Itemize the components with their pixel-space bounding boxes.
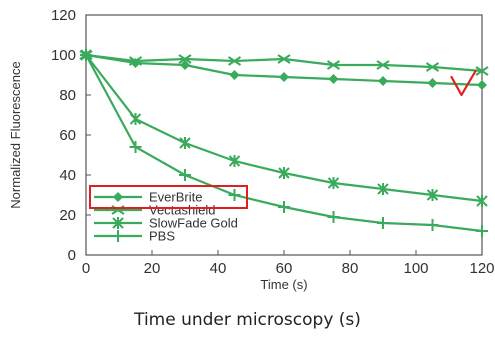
data-point <box>425 62 440 72</box>
y-tick-label: 120 <box>51 7 76 24</box>
data-point <box>378 76 388 86</box>
x-tick-label: 20 <box>144 260 161 277</box>
data-point <box>179 169 191 181</box>
x-tick-label: 0 <box>82 260 90 277</box>
legend-marker <box>113 192 123 202</box>
data-point <box>328 74 339 84</box>
data-point <box>377 217 389 229</box>
data-point <box>228 155 241 167</box>
data-point <box>475 66 489 76</box>
data-point <box>128 56 143 66</box>
data-point <box>178 54 192 64</box>
x-tick-label: 60 <box>276 260 293 277</box>
legend-label: Vectashield <box>149 203 216 218</box>
series-everbrite <box>81 50 487 90</box>
figure-caption: Time under microscopy (s) <box>134 310 361 330</box>
data-point <box>129 141 142 153</box>
y-axis-label: Normalized Fluorescence <box>8 61 23 208</box>
legend-label: PBS <box>149 229 175 244</box>
data-point <box>277 54 291 64</box>
series-slowfade-gold <box>80 49 488 207</box>
plot-frame <box>85 14 483 256</box>
data-point <box>376 60 390 70</box>
data-point <box>129 113 142 125</box>
data-point <box>278 201 290 213</box>
data-point <box>228 189 241 201</box>
y-tick-label: 20 <box>59 207 76 224</box>
data-point <box>476 225 488 237</box>
data-point <box>227 56 242 66</box>
data-point <box>326 60 341 70</box>
series-pbs <box>80 49 488 237</box>
y-tick-label: 40 <box>59 167 76 184</box>
data-point <box>229 70 240 80</box>
y-tick-label: 80 <box>59 87 76 104</box>
data-point <box>327 177 340 189</box>
data-point <box>279 72 289 82</box>
data-point <box>426 219 439 231</box>
data-point <box>180 60 190 70</box>
x-axis-label: Time (s) <box>260 277 307 292</box>
checkmark-icon <box>450 69 477 97</box>
x-tick-label: 80 <box>342 260 359 277</box>
data-point <box>426 189 439 201</box>
legend-item: EverBrite <box>94 190 202 205</box>
x-tick-label: 40 <box>210 260 227 277</box>
data-point <box>427 78 438 88</box>
legend-item: PBS <box>94 229 175 244</box>
x-tick-label: 100 <box>403 260 428 277</box>
y-tick-label: 100 <box>51 47 76 64</box>
data-point <box>477 80 487 90</box>
data-point <box>476 195 488 207</box>
data-point <box>80 49 92 61</box>
legend-item: Vectashield <box>94 203 216 218</box>
legend-item: SlowFade Gold <box>94 216 238 231</box>
data-point <box>327 211 340 223</box>
x-tick-label: 120 <box>469 260 494 277</box>
data-point <box>278 167 290 179</box>
legend-marker <box>112 217 124 229</box>
legend-label: EverBrite <box>149 190 202 205</box>
y-tick-label: 60 <box>59 127 76 144</box>
y-tick-label: 0 <box>68 247 76 264</box>
data-point <box>377 183 389 195</box>
data-point <box>179 137 191 149</box>
legend-label: SlowFade Gold <box>149 216 238 231</box>
highlight-box <box>89 185 248 209</box>
line-chart: 0 20 40 60 80 100 120 0 20 40 60 80 100 120 Time (s) No… <box>8 7 495 292</box>
legend-marker <box>112 230 124 242</box>
